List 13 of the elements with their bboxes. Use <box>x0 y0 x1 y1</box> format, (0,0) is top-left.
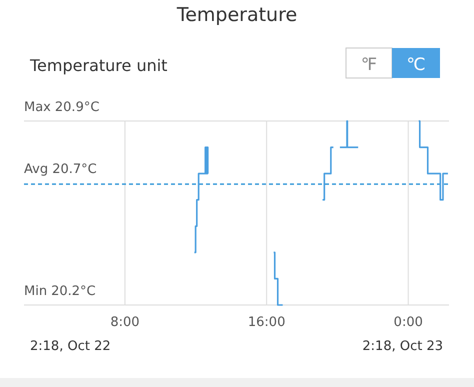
chart-title: Temperature <box>176 4 298 26</box>
x-tick-label: 8:00 <box>110 315 140 330</box>
ref-line-label: Avg 20.7°C <box>24 162 97 178</box>
text: Max <box>24 100 52 115</box>
chart-subtitle: Temperature unit <box>29 56 168 75</box>
text: 2:18, Oct 22 <box>30 339 111 354</box>
unit-toggle: ℉ ℃ <box>346 48 440 78</box>
x-tick-label: 0:00 <box>394 315 423 330</box>
text: 2:18, Oct 23 <box>362 339 443 354</box>
y-tick-label: 20.2°C <box>51 284 96 299</box>
x-tick-label: 16:00 <box>248 315 286 330</box>
annotation: Min <box>24 284 48 299</box>
y-tick-label: 20.9°C <box>54 100 100 115</box>
